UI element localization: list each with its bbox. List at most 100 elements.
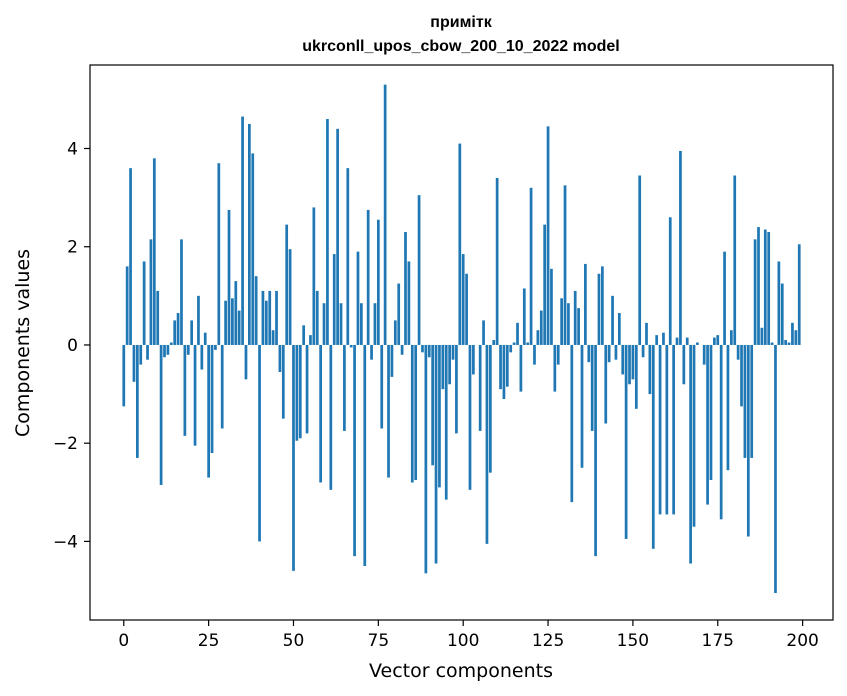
- bar-110: [495, 177, 499, 345]
- bar-130: [563, 185, 567, 345]
- chart-title-line1: примітк: [430, 14, 492, 31]
- bar-3: [132, 344, 136, 382]
- bar-72: [366, 209, 370, 345]
- bar-79: [390, 344, 394, 377]
- bar-71: [363, 344, 367, 566]
- bar-9: [152, 158, 156, 345]
- bar-137: [587, 344, 591, 363]
- bar-124: [543, 224, 547, 345]
- bar-64: [339, 303, 343, 345]
- bar-74: [373, 303, 377, 345]
- bar-41: [261, 290, 265, 345]
- bar-155: [648, 344, 652, 395]
- bar-18: [183, 344, 187, 436]
- bar-2: [129, 168, 132, 345]
- bar-80: [393, 320, 397, 345]
- bar-11: [159, 344, 163, 485]
- bar-26: [210, 344, 214, 454]
- bar-115: [512, 342, 516, 345]
- bar-6: [142, 261, 146, 345]
- bar-5: [139, 344, 143, 365]
- bar-127: [553, 344, 557, 392]
- bar-8: [149, 239, 153, 345]
- bar-56: [312, 207, 316, 345]
- bar-63: [336, 128, 339, 345]
- bar-173: [709, 344, 713, 481]
- bar-32: [231, 298, 234, 345]
- bar-168: [692, 344, 696, 527]
- bar-134: [577, 308, 580, 345]
- bar-156: [651, 344, 655, 549]
- bar-77: [383, 84, 387, 345]
- bar-90: [427, 344, 431, 358]
- bar-93: [438, 344, 441, 488]
- y-tick-label: −2: [53, 434, 78, 454]
- bar-95: [444, 344, 448, 500]
- bar-135: [580, 344, 584, 468]
- bar-13: [166, 344, 170, 355]
- bar-176: [719, 344, 723, 520]
- bar-86: [414, 344, 418, 481]
- bar-122: [536, 330, 540, 345]
- bar-48: [285, 224, 289, 345]
- bar-97: [451, 344, 455, 360]
- x-tick-label: 50: [283, 631, 305, 651]
- bar-153: [641, 344, 645, 358]
- bar-179: [729, 330, 733, 345]
- bar-96: [448, 344, 451, 385]
- bar-195: [784, 340, 788, 345]
- bar-139: [594, 344, 597, 557]
- bar-88: [421, 344, 424, 353]
- plot-frame: [89, 64, 834, 621]
- bar-143: [607, 344, 611, 363]
- bar-42: [264, 300, 268, 345]
- bar-101: [465, 273, 468, 345]
- x-tick-label: 200: [786, 631, 818, 651]
- bar-24: [203, 332, 207, 345]
- bar-191: [770, 342, 774, 345]
- bar-53: [302, 325, 306, 345]
- bars-group: [122, 84, 801, 593]
- y-axis-label: Components values: [12, 249, 34, 437]
- bar-174: [713, 337, 716, 345]
- bar-28: [217, 163, 221, 345]
- bar-178: [726, 344, 730, 471]
- bar-196: [787, 342, 791, 345]
- bar-172: [706, 344, 709, 505]
- bar-10: [156, 290, 160, 345]
- bar-113: [505, 344, 509, 387]
- bar-89: [424, 344, 428, 574]
- bar-39: [254, 276, 258, 345]
- bar-121: [533, 344, 536, 365]
- x-tick-label: 100: [447, 631, 479, 651]
- bar-19: [186, 344, 190, 355]
- bar-85: [410, 344, 414, 483]
- bar-120: [529, 187, 533, 345]
- bar-192: [774, 344, 777, 593]
- bar-148: [624, 344, 628, 539]
- bar-70: [360, 303, 363, 345]
- bar-111: [499, 344, 502, 390]
- bar-108: [488, 344, 492, 473]
- bar-128: [556, 344, 560, 365]
- bar-133: [573, 290, 577, 345]
- bar-184: [746, 344, 750, 537]
- bar-1: [125, 266, 129, 345]
- bar-163: [675, 337, 679, 345]
- bar-0: [122, 344, 126, 407]
- bar-99: [458, 143, 462, 345]
- bar-84: [407, 261, 411, 345]
- bar-105: [478, 344, 482, 431]
- bar-61: [329, 344, 333, 490]
- bar-47: [281, 344, 285, 419]
- bar-140: [597, 273, 601, 345]
- x-tick-label: 175: [702, 631, 734, 651]
- bar-199: [797, 244, 801, 345]
- bar-78: [387, 344, 390, 478]
- bar-21: [193, 344, 197, 446]
- bar-107: [485, 344, 489, 544]
- bar-131: [567, 303, 570, 345]
- bar-158: [658, 344, 662, 515]
- bar-22: [197, 295, 200, 345]
- bar-187: [757, 227, 760, 345]
